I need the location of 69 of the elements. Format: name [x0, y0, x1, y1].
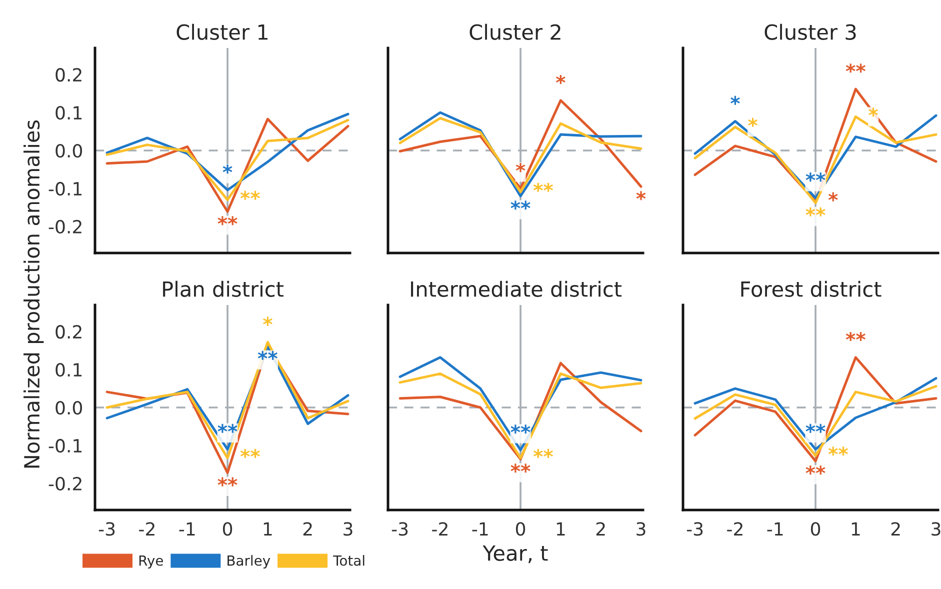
- x-tick-label: 0: [222, 522, 232, 536]
- data-label: *: [868, 108, 878, 117]
- x-tick-label: -3: [686, 522, 703, 536]
- x-tick-label: 2: [891, 522, 900, 536]
- data-label: **: [846, 64, 866, 73]
- y-tick-label: 0.2: [56, 325, 82, 339]
- x-tick-label: -1: [472, 522, 488, 536]
- data-label: **: [258, 350, 278, 360]
- data-label: *: [748, 118, 758, 127]
- x-tick-label: 3: [344, 522, 352, 536]
- data-label: **: [806, 466, 826, 475]
- chart-title: Cluster 3: [764, 24, 856, 40]
- chart-title: Cluster 2: [470, 24, 560, 40]
- data-label: **: [828, 446, 848, 456]
- data-label: **: [240, 448, 260, 458]
- y-axis-title: Normalized production anomalies: [24, 120, 44, 468]
- y-tick-label: 0.2: [56, 68, 82, 82]
- y-tick-label: -0.2: [48, 476, 82, 491]
- x-tick-label: 0: [810, 522, 820, 536]
- y-tick-label: -0.1: [48, 182, 82, 196]
- data-label: **: [218, 216, 238, 226]
- x-tick-label: 3: [932, 522, 940, 536]
- y-tick-label: 0.0: [56, 400, 82, 415]
- data-label: **: [510, 424, 530, 434]
- data-label: *: [730, 96, 740, 105]
- x-tick-label: -1: [179, 522, 195, 536]
- x-tick-label: -3: [392, 522, 408, 536]
- legend-label: Barley: [228, 555, 270, 568]
- data-label: **: [533, 182, 553, 192]
- data-label: **: [533, 448, 553, 458]
- x-tick-label: -3: [98, 522, 115, 536]
- x-tick-label: 2: [596, 522, 605, 536]
- x-tick-label: 1: [852, 522, 860, 536]
- data-label: **: [510, 464, 530, 473]
- chart-title: Forest district: [741, 280, 882, 297]
- data-label: *: [556, 74, 566, 84]
- x-tick-label: 3: [636, 522, 646, 536]
- x-tick-label: 1: [556, 522, 565, 536]
- x-tick-label: 2: [303, 522, 312, 536]
- y-tick-label: -0.2: [48, 220, 82, 234]
- data-label: *: [636, 191, 646, 200]
- data-label: **: [806, 172, 826, 182]
- data-label: *: [222, 164, 232, 174]
- x-tick-label: 0: [516, 522, 526, 536]
- data-label: *: [828, 192, 838, 202]
- data-label: *: [516, 163, 526, 172]
- data-label: **: [240, 190, 260, 200]
- data-label: **: [510, 200, 530, 210]
- chart-title: Cluster 1: [176, 24, 268, 40]
- y-tick-label: 0.0: [56, 144, 82, 158]
- x-tick-label: 1: [264, 522, 272, 536]
- chart-title: Plan district: [163, 280, 284, 297]
- x-tick-label: -1: [767, 522, 783, 536]
- x-tick-label: -2: [727, 522, 742, 536]
- y-tick-label: 0.1: [56, 106, 82, 120]
- y-tick-label: -0.1: [48, 438, 82, 453]
- chart-title: Intermediate district: [411, 280, 622, 297]
- data-label: **: [806, 207, 826, 216]
- x-axis-title: Year, t: [482, 545, 548, 564]
- x-tick-label: -2: [432, 522, 448, 536]
- x-tick-label: -2: [139, 522, 154, 536]
- y-tick-label: 0.1: [56, 362, 82, 377]
- legend-label: Rye: [139, 555, 163, 568]
- data-label: *: [262, 316, 272, 326]
- data-label: **: [806, 424, 826, 433]
- legend-label: Total: [333, 555, 364, 566]
- data-label: **: [218, 477, 238, 486]
- data-label: **: [218, 424, 238, 433]
- data-label: **: [846, 332, 866, 341]
